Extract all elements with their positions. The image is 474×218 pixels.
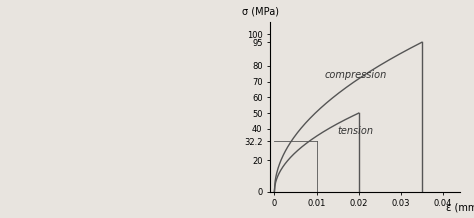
X-axis label: ε (mm/mm): ε (mm/mm) — [446, 202, 474, 212]
Text: compression: compression — [325, 70, 387, 80]
Y-axis label: σ (MPa): σ (MPa) — [242, 7, 279, 17]
Text: tension: tension — [337, 126, 374, 136]
